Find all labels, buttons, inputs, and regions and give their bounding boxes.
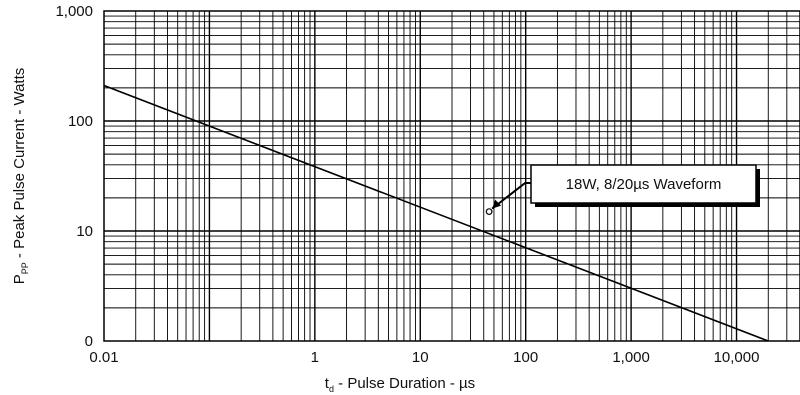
y-tick-labels: 0 10 100 1,000 [55,3,93,350]
plot-frame [103,10,800,342]
annotation-box [530,164,757,204]
annotation-arrowhead [492,199,502,209]
x-axis-label: td - Pulse Duration - µs [325,375,475,394]
annotation-leader-line [491,182,531,210]
annotation: 18W, 8/20µs Waveform [491,164,760,210]
data-point-marker [485,208,493,216]
x-tick-label: 10,000 [714,349,760,366]
x-tick-label: 10 [412,349,429,366]
y-axis-label: PPP - Peak Pulse Current - Watts [11,68,30,285]
x-tick-label: 0.01 [89,349,118,366]
x-tick-labels: 0.01 1 10 100 1,000 10,000 [89,349,759,366]
y-tick-label: 10 [76,223,93,240]
y-tick-label: 1,000 [55,3,93,20]
y-tick-label: 0 [85,333,93,350]
series-group [103,84,769,342]
grid [104,11,800,341]
series-line [103,84,769,342]
x-tick-label: 100 [513,349,538,366]
x-tick-label: 1,000 [612,349,650,366]
annotation-label: 18W, 8/20µs Waveform [566,176,722,193]
x-tick-label: 1 [311,349,319,366]
y-tick-label: 100 [68,113,93,130]
